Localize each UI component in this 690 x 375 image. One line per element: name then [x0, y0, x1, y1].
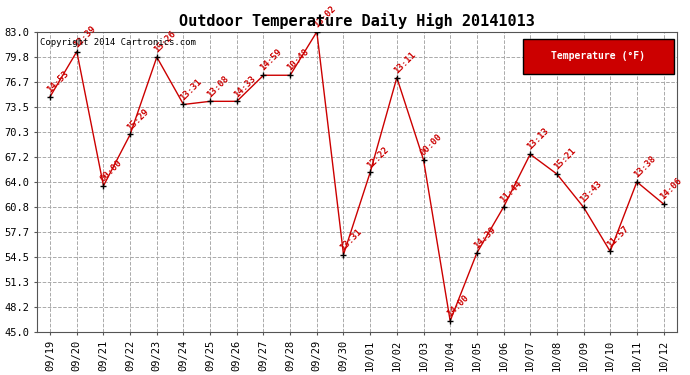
Text: 11:57: 11:57: [605, 224, 631, 249]
Text: 13:08: 13:08: [205, 74, 230, 99]
Text: 14:33: 14:33: [232, 74, 257, 99]
Text: 15:26: 15:26: [152, 29, 177, 55]
Text: 00:00: 00:00: [418, 132, 444, 158]
Text: 13:13: 13:13: [525, 126, 551, 152]
Text: 00:00: 00:00: [99, 158, 124, 183]
Text: 14:06: 14:06: [658, 176, 684, 202]
Text: 12:39: 12:39: [72, 24, 97, 49]
Text: 15:29: 15:29: [125, 107, 150, 132]
Text: 11:44: 11:44: [498, 179, 524, 205]
Text: 15:21: 15:21: [552, 146, 577, 172]
Text: 13:43: 13:43: [578, 179, 604, 205]
Text: 14:59: 14:59: [259, 48, 284, 73]
Text: 13:31: 13:31: [179, 77, 204, 102]
FancyBboxPatch shape: [523, 39, 673, 74]
Text: 14:00: 14:00: [445, 293, 471, 318]
Text: 10:48: 10:48: [285, 48, 310, 73]
Text: Copyright 2014 Cartronics.com: Copyright 2014 Cartronics.com: [40, 38, 196, 47]
Text: 13:11: 13:11: [392, 50, 417, 75]
Title: Outdoor Temperature Daily High 20141013: Outdoor Temperature Daily High 20141013: [179, 13, 535, 29]
Text: 13:31: 13:31: [339, 227, 364, 252]
Text: 14:39: 14:39: [472, 225, 497, 251]
Text: 13:02: 13:02: [312, 4, 337, 30]
Text: 13:38: 13:38: [632, 154, 657, 180]
Text: 14:53: 14:53: [45, 69, 70, 94]
Text: Temperature (°F): Temperature (°F): [551, 51, 645, 62]
Text: 12:22: 12:22: [365, 145, 391, 170]
